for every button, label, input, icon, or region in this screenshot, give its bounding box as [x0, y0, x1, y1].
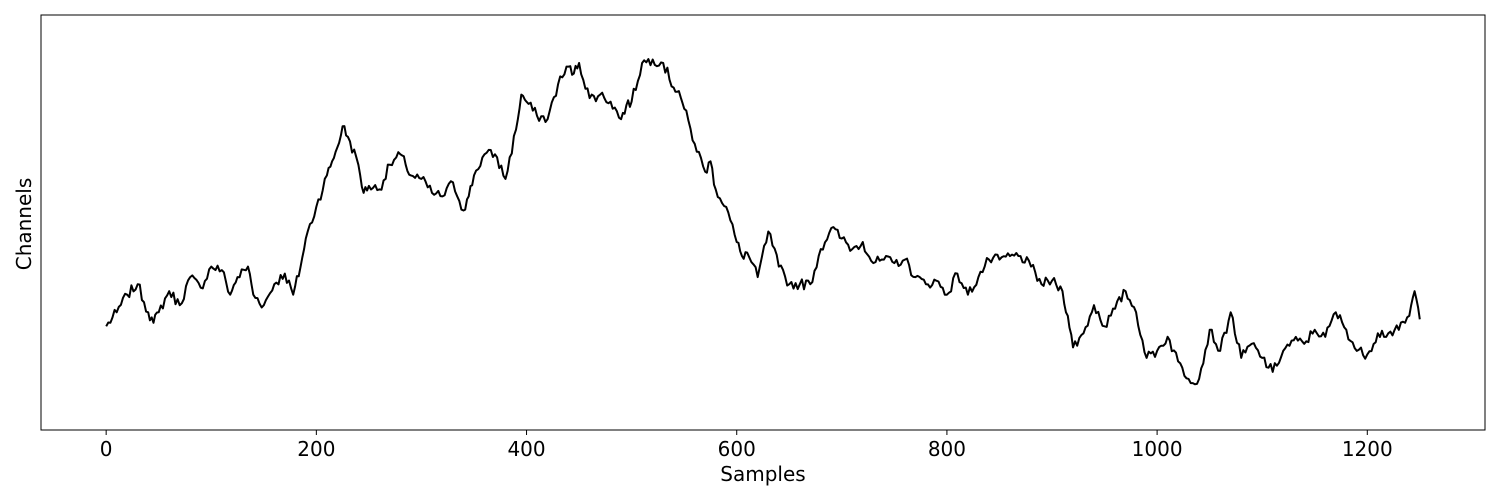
x-axis-label: Samples: [720, 462, 805, 486]
y-axis-label: Channels: [12, 178, 36, 271]
series-line: [105, 58, 1421, 386]
x-tick-label: 800: [928, 437, 966, 461]
plot-frame: [40, 14, 1486, 431]
x-tick-label: 400: [507, 437, 545, 461]
x-tick-label: 200: [297, 437, 335, 461]
x-tick-label: 1000: [1132, 437, 1183, 461]
x-axis-ticks: 0 200 400 600 800 1000 1200: [100, 430, 1393, 461]
x-tick-label: 1200: [1342, 437, 1393, 461]
series-group: [105, 58, 1421, 386]
x-tick-label: 600: [718, 437, 756, 461]
x-tick-label: 0: [100, 437, 113, 461]
